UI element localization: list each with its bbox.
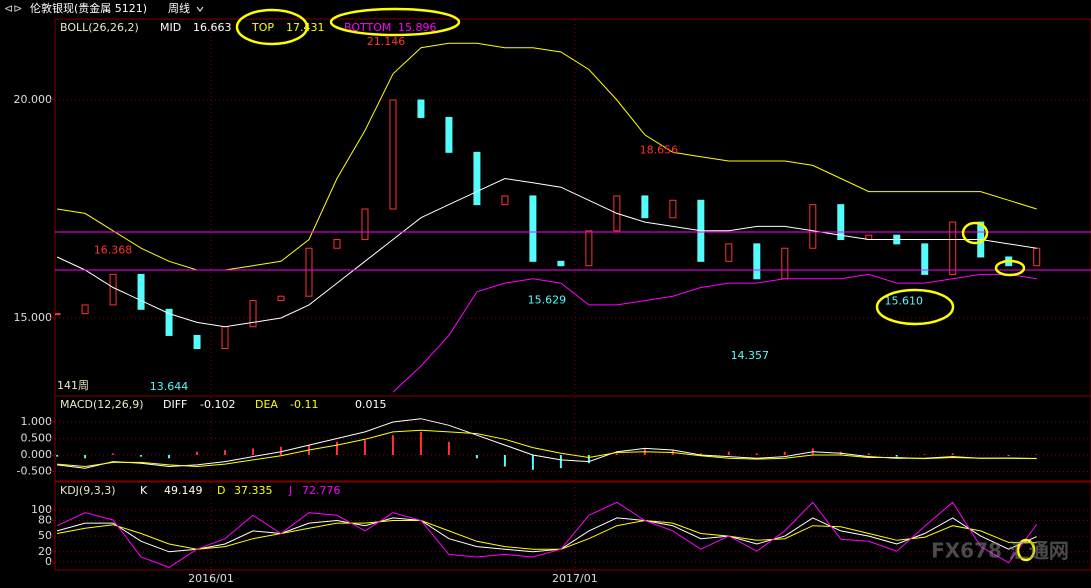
period[interactable]: 周线	[168, 1, 190, 15]
readout-name: K	[140, 484, 148, 497]
price-annotation: 13.644	[150, 380, 189, 393]
y-tick-label: 15.000	[14, 311, 53, 324]
toolbar: ⊲⊳ 伦敦银现(贵金属 5121) 周线	[4, 1, 204, 15]
candle	[669, 199, 677, 219]
candle	[809, 204, 817, 249]
candle	[585, 230, 593, 267]
price-annotation: 18.656	[640, 144, 679, 157]
kdj-frame	[54, 481, 1091, 571]
candle	[137, 273, 145, 310]
candle	[473, 151, 481, 206]
highlight	[329, 7, 461, 37]
readout-name: D	[217, 484, 225, 497]
candle	[165, 308, 173, 336]
y-tick-label: 0.500	[21, 432, 53, 445]
readout-name: DIFF	[163, 398, 187, 411]
period-label: 141周	[57, 379, 89, 392]
readout-value: 72.776	[302, 484, 341, 497]
x-tick-label: 2016/01	[188, 572, 234, 585]
indicator-title: KDJ(9,3,3)	[60, 484, 116, 497]
highlights	[235, 7, 1036, 562]
candle	[305, 247, 313, 297]
candle	[109, 273, 117, 306]
price-annotation: 15.629	[528, 294, 567, 307]
price-annotation: 15.610	[885, 294, 924, 307]
y-tick-label: 0.000	[21, 448, 53, 461]
candle	[249, 300, 257, 328]
y-tick-label: 50	[38, 529, 52, 542]
candle	[753, 243, 761, 280]
y-tick-label: 20.000	[14, 93, 53, 106]
readout-name: TOP	[251, 21, 274, 34]
series-line	[57, 519, 1037, 550]
readout-value: -0.11	[290, 398, 318, 411]
plot-area	[55, 20, 1091, 395]
highlight	[994, 259, 1026, 277]
highlight	[1016, 538, 1036, 562]
candle	[921, 243, 929, 275]
highlight	[961, 221, 989, 245]
candle	[501, 195, 509, 206]
readout-value: 15.896	[398, 21, 437, 34]
y-tick-label: 80	[38, 514, 52, 527]
indicator-title: BOLL(26,26,2)	[60, 21, 139, 34]
y-tick-label: 1.000	[21, 415, 53, 428]
y-tick-label: -0.500	[17, 464, 52, 477]
indicator-title: MACD(12,26,9)	[60, 398, 144, 411]
price-annotation: 21.146	[367, 35, 406, 48]
readout-name: J	[288, 484, 292, 497]
candle	[55, 313, 61, 316]
readout-value: 49.149	[164, 484, 203, 497]
candle	[949, 221, 957, 275]
plot-area	[55, 483, 1091, 570]
y-tick-label: 0	[45, 555, 52, 568]
price-annotation: 16.368	[94, 243, 133, 256]
candle	[641, 195, 649, 219]
candle	[81, 304, 89, 315]
readout-name: DEA	[255, 398, 278, 411]
candle	[613, 195, 621, 232]
drawn-lines	[55, 231, 1091, 271]
candle	[1033, 247, 1041, 267]
candle	[445, 116, 453, 153]
candle	[557, 260, 565, 267]
series-line	[56, 177, 1037, 328]
layers: 15.000 20.000 21.146 18.656 16.368 15.629 14.3…	[14, 20, 1091, 585]
plot-area	[55, 397, 1091, 480]
candle	[333, 239, 341, 249]
candle	[277, 295, 285, 302]
readout-value: 37.335	[234, 484, 273, 497]
candle	[193, 334, 201, 350]
y-tick-label: 20	[38, 545, 52, 558]
series-line	[57, 418, 1037, 469]
candle	[529, 195, 537, 262]
price-annotation: 14.357	[731, 349, 770, 362]
readout-value: 0.015	[355, 398, 387, 411]
x-tick-label: 2017/01	[552, 572, 598, 585]
series-line	[56, 501, 1038, 568]
candle	[361, 208, 369, 241]
series-line	[57, 429, 1037, 468]
dropdown-icon[interactable]	[196, 6, 204, 12]
highlight	[875, 288, 955, 326]
series-line	[392, 273, 1037, 393]
y-tick-label: 100	[31, 503, 52, 516]
candle	[725, 243, 733, 262]
readout-name: MID	[160, 21, 181, 34]
series-line	[56, 517, 1037, 553]
readout-value: 16.663	[193, 21, 232, 34]
candle	[837, 204, 845, 241]
candle	[417, 99, 425, 118]
candle	[389, 99, 397, 210]
symbol: 伦敦银现(贵金属 5121)	[30, 1, 147, 15]
highlight	[235, 8, 309, 46]
readout-value: 17.431	[286, 21, 325, 34]
nav-icon[interactable]: ⊲⊳	[4, 2, 22, 15]
readout-value: -0.102	[200, 398, 235, 411]
readout-name: BOTTOM	[344, 21, 391, 34]
watermark: FX678 汇通网	[931, 539, 1069, 563]
